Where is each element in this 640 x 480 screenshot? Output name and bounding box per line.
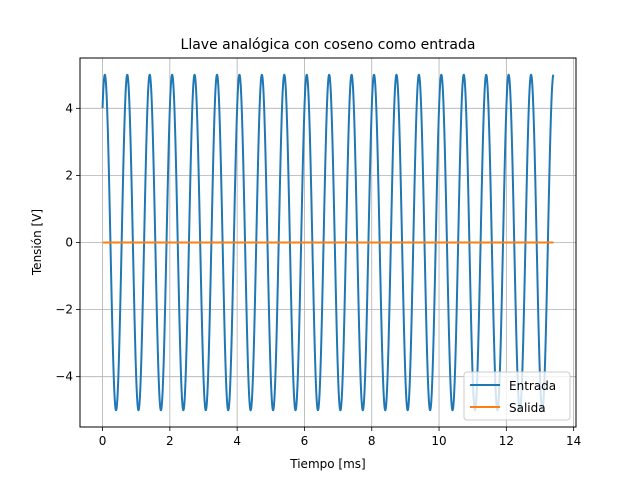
y-tick-label: 4 [65, 101, 73, 115]
legend: Entrada Salida [463, 371, 571, 421]
legend-label-entrada: Entrada [509, 379, 556, 393]
legend-label-salida: Salida [509, 401, 546, 415]
x-axis-label: Tiempo [ms] [289, 457, 365, 471]
y-axis-label: Tensión [V] [30, 209, 44, 276]
x-axis: 0 2 4 6 8 10 12 14 [99, 427, 581, 448]
x-tick-label: 12 [499, 434, 514, 448]
y-tick-label: 2 [65, 168, 73, 182]
x-tick-label: 10 [431, 434, 446, 448]
y-tick-label: −4 [55, 370, 73, 384]
x-tick-label: 6 [301, 434, 309, 448]
y-axis: −4 −2 0 2 4 [55, 101, 80, 384]
chart-title: Llave analógica con coseno como entrada [181, 37, 476, 53]
x-tick-label: 2 [166, 434, 174, 448]
y-tick-label: 0 [65, 236, 73, 250]
x-tick-label: 0 [99, 434, 107, 448]
y-tick-label: −2 [55, 303, 73, 317]
x-tick-label: 8 [368, 434, 376, 448]
series-line-entrada [101, 73, 555, 412]
x-tick-label: 14 [566, 434, 581, 448]
series-layer [101, 73, 555, 412]
x-tick-label: 4 [233, 434, 241, 448]
